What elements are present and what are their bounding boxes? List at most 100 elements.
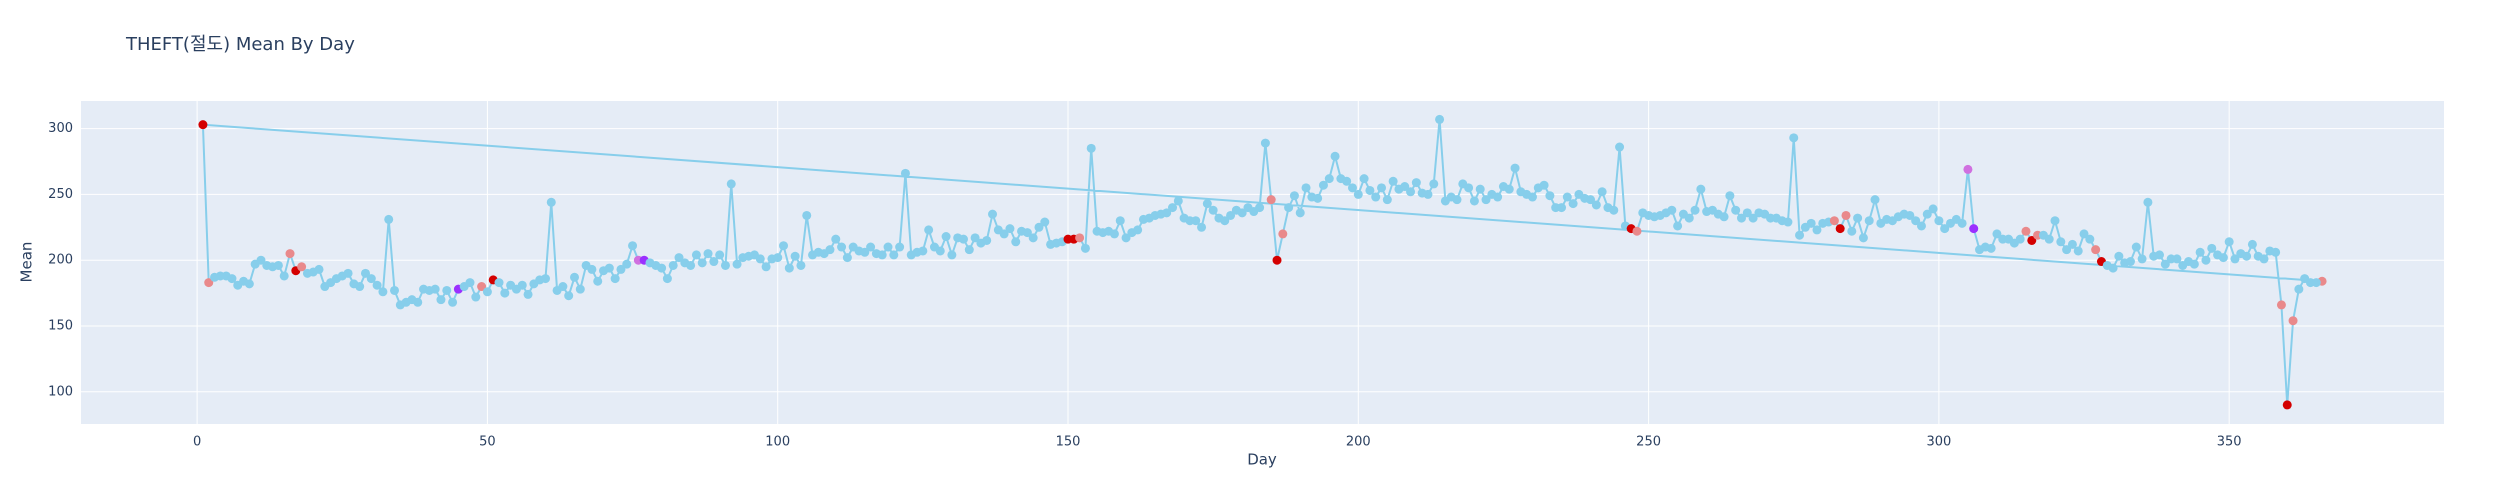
point xyxy=(2125,257,2135,267)
point xyxy=(1173,196,1183,206)
point xyxy=(436,295,446,305)
point xyxy=(761,262,771,272)
point xyxy=(2044,234,2054,244)
point xyxy=(1278,229,1288,239)
point xyxy=(784,263,794,273)
point xyxy=(1382,195,1392,205)
point xyxy=(1191,216,1201,226)
point xyxy=(941,232,951,242)
point xyxy=(1615,142,1625,152)
point xyxy=(610,274,620,284)
point xyxy=(999,229,1009,239)
point xyxy=(1789,133,1799,143)
point xyxy=(244,279,254,289)
point xyxy=(1957,218,1967,228)
point xyxy=(1080,243,1090,253)
y-tick-label: 100 xyxy=(48,384,73,399)
point xyxy=(1609,205,1619,215)
point xyxy=(1220,216,1230,226)
point xyxy=(355,282,365,292)
point xyxy=(703,249,713,259)
point xyxy=(1313,193,1323,203)
point xyxy=(1940,224,1950,234)
point xyxy=(1324,174,1334,184)
point xyxy=(1934,216,1944,226)
point xyxy=(2294,284,2304,294)
point xyxy=(2160,259,2170,269)
point xyxy=(1133,225,1143,235)
point xyxy=(1812,225,1822,235)
point xyxy=(1992,229,2002,239)
y-tick-label: 150 xyxy=(48,318,73,333)
point xyxy=(773,253,783,263)
point xyxy=(1406,187,1416,197)
point xyxy=(2207,243,2217,253)
point xyxy=(1377,183,1387,193)
point xyxy=(2021,226,2031,236)
point xyxy=(674,253,684,263)
point xyxy=(297,262,307,272)
marks xyxy=(198,114,2327,410)
point xyxy=(697,258,707,268)
point xyxy=(1841,210,1851,220)
point xyxy=(1284,203,1294,213)
point xyxy=(900,168,910,178)
point xyxy=(198,120,208,130)
point xyxy=(1109,229,1119,239)
point xyxy=(1986,243,1996,253)
point xyxy=(1545,191,1555,201)
x-tick-label: 300 xyxy=(1926,435,1951,450)
point xyxy=(1266,195,1276,205)
point xyxy=(1586,195,1596,205)
point xyxy=(1795,230,1805,240)
point xyxy=(837,242,847,252)
point xyxy=(1411,178,1421,188)
point xyxy=(1423,189,1433,199)
point xyxy=(2143,197,2153,207)
point xyxy=(1632,226,1642,236)
point xyxy=(546,197,556,207)
point xyxy=(802,210,812,220)
point xyxy=(1905,210,1915,220)
point xyxy=(279,271,289,281)
point xyxy=(378,287,388,297)
point xyxy=(668,260,678,270)
point xyxy=(2259,254,2269,264)
point xyxy=(2201,255,2211,265)
point xyxy=(314,264,324,274)
point xyxy=(1736,213,1746,223)
point xyxy=(686,260,696,270)
point xyxy=(958,234,968,244)
point xyxy=(1272,255,1282,265)
point xyxy=(1359,174,1369,184)
point xyxy=(2137,254,2147,264)
point xyxy=(1510,163,1520,173)
point xyxy=(1911,216,1921,226)
point xyxy=(2155,250,2165,260)
point xyxy=(285,249,295,259)
point xyxy=(558,282,568,292)
point xyxy=(715,250,725,260)
point xyxy=(1202,199,1212,209)
point xyxy=(796,260,806,270)
point xyxy=(1963,164,1973,174)
point xyxy=(1847,226,1857,236)
point xyxy=(1922,209,1932,219)
point xyxy=(471,292,481,302)
point xyxy=(1034,222,1044,232)
point xyxy=(779,241,789,251)
point xyxy=(1115,216,1125,226)
point xyxy=(1301,183,1311,193)
point xyxy=(2067,239,2077,249)
y-tick-label: 200 xyxy=(48,253,73,268)
point xyxy=(2224,237,2234,247)
point xyxy=(924,225,934,235)
point xyxy=(1347,183,1357,193)
point xyxy=(790,251,800,261)
point xyxy=(709,257,719,267)
point xyxy=(1086,143,1096,153)
point xyxy=(1353,189,1363,199)
point xyxy=(1684,213,1694,223)
point xyxy=(877,250,887,260)
